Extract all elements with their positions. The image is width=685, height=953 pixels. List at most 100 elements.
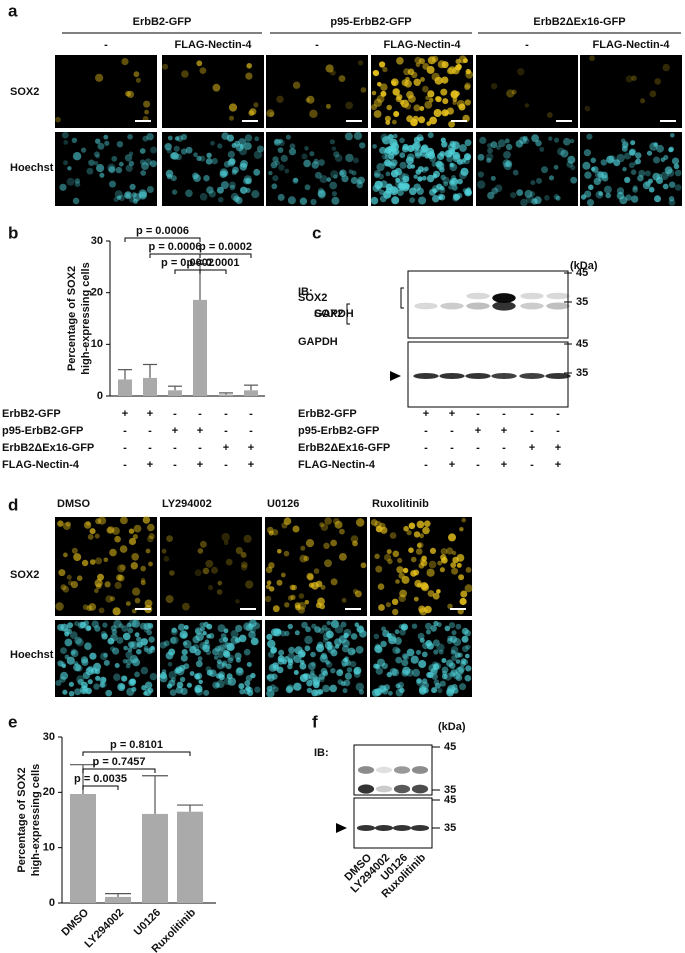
blot-band: [375, 766, 393, 774]
y-axis-label: Percentage of SOX2: [66, 266, 78, 371]
cell-nucleus: [455, 674, 463, 681]
cell-nucleus: [635, 158, 641, 165]
cell-nucleus: [465, 68, 471, 75]
cell-nucleus: [338, 668, 343, 674]
y-axis-label: Percentage of SOX2: [16, 767, 28, 872]
cell-nucleus: [71, 137, 78, 143]
cell-nucleus: [75, 638, 84, 647]
cell-nucleus: [380, 90, 387, 97]
cell-nucleus: [272, 175, 279, 182]
cell-nucleus: [230, 636, 239, 645]
cell-nucleus: [221, 662, 227, 668]
cell-nucleus: [194, 569, 202, 577]
cell-nucleus: [199, 622, 205, 628]
cell-nucleus: [254, 686, 261, 693]
cell-nucleus: [93, 683, 100, 690]
cell-nucleus: [131, 619, 140, 628]
blot-band: [491, 373, 517, 379]
cell-nucleus: [396, 57, 404, 65]
cell-nucleus: [165, 595, 174, 604]
cell-nucleus: [119, 684, 125, 690]
cell-nucleus: [455, 58, 461, 65]
cell-nucleus: [357, 176, 365, 184]
condition-sign: -: [476, 408, 480, 420]
cell-nucleus: [212, 648, 220, 656]
cell-nucleus: [640, 98, 646, 104]
cell-nucleus: [117, 564, 126, 573]
cell-nucleus: [378, 604, 385, 611]
cell-nucleus: [311, 161, 319, 169]
cell-nucleus: [371, 104, 377, 111]
cell-nucleus: [616, 191, 625, 200]
cell-nucleus: [306, 687, 313, 694]
cell-nucleus: [185, 146, 193, 154]
cell-nucleus: [329, 684, 338, 693]
cell-nucleus: [222, 637, 229, 643]
cell-nucleus: [205, 559, 214, 568]
cell-nucleus: [654, 78, 661, 85]
cell-nucleus: [373, 170, 381, 177]
cell-nucleus: [603, 185, 612, 194]
cell-nucleus: [81, 688, 87, 693]
cell-nucleus: [663, 155, 669, 160]
cell-nucleus: [375, 645, 383, 654]
cell-nucleus: [133, 71, 140, 78]
cell-nucleus: [400, 99, 409, 108]
cell-nucleus: [74, 661, 79, 666]
cell-nucleus: [396, 94, 403, 100]
cell-nucleus: [228, 654, 235, 661]
cell-nucleus: [432, 661, 438, 668]
cell-nucleus: [82, 604, 89, 610]
cell-nucleus: [418, 660, 427, 668]
cell-nucleus: [330, 170, 339, 179]
cell-nucleus: [454, 652, 461, 658]
cell-nucleus: [539, 146, 545, 152]
cell-nucleus: [569, 138, 575, 144]
cell-nucleus: [114, 581, 122, 590]
mw-marker: 35: [576, 296, 588, 308]
cell-nucleus: [344, 672, 352, 680]
cell-nucleus: [99, 682, 106, 688]
cell-nucleus: [441, 666, 449, 674]
p-value: p = 0.0006: [136, 225, 189, 237]
cell-nucleus: [176, 135, 184, 142]
condition-sign: +: [147, 408, 153, 420]
cell-nucleus: [425, 147, 435, 157]
cell-nucleus: [338, 75, 346, 82]
cell-nucleus: [477, 180, 486, 189]
cell-nucleus: [288, 646, 295, 654]
cell-nucleus: [341, 645, 350, 653]
cell-nucleus: [125, 663, 131, 669]
cell-nucleus: [631, 195, 639, 203]
cell-nucleus: [127, 647, 133, 653]
cell-nucleus: [245, 685, 251, 692]
cell-nucleus: [336, 669, 344, 677]
cell-nucleus: [239, 688, 245, 695]
row-label: Hoechst: [10, 162, 54, 174]
cell-nucleus: [276, 629, 282, 634]
cell-nucleus: [448, 533, 456, 542]
cell-nucleus: [487, 147, 493, 154]
condition-sign: -: [249, 425, 253, 437]
cell-nucleus: [278, 138, 284, 144]
cell-nucleus: [240, 186, 248, 194]
cell-nucleus: [410, 655, 419, 664]
cell-nucleus: [309, 109, 318, 119]
cell-nucleus: [447, 603, 453, 609]
cell-nucleus: [320, 584, 326, 590]
condition-sign: -: [173, 459, 177, 471]
cell-nucleus: [133, 524, 142, 533]
cell-nucleus: [421, 651, 428, 658]
cell-nucleus: [340, 621, 347, 628]
cell-nucleus: [384, 154, 389, 160]
cell-nucleus: [219, 646, 224, 651]
cell-nucleus: [251, 190, 260, 199]
cell-nucleus: [427, 132, 434, 139]
treatment-label: FLAG-Nectin-4: [593, 39, 671, 51]
cell-nucleus: [621, 138, 626, 144]
cell-nucleus: [384, 146, 392, 154]
cell-nucleus: [387, 134, 394, 140]
cell-nucleus: [358, 60, 364, 66]
mw-marker: 45: [444, 794, 456, 806]
cell-nucleus: [171, 152, 179, 160]
